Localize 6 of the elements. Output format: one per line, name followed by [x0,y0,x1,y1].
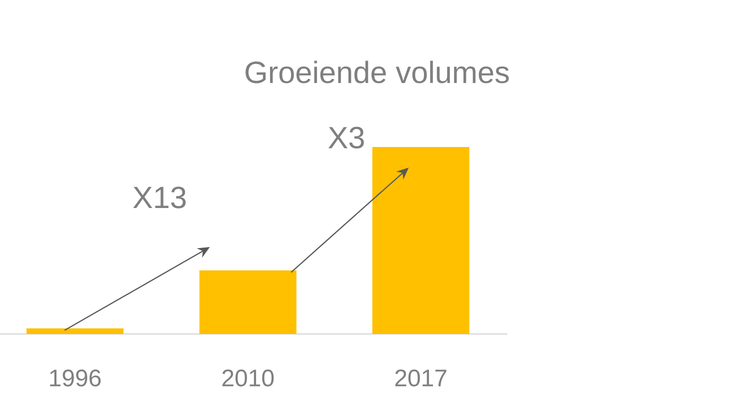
annotation: X13 [133,186,186,208]
x-tick-label: 1996 [50,369,101,386]
x-tick-label: 2017 [395,369,446,386]
x-tick-label: 2010 [222,369,274,386]
annotation: X3 [328,126,364,148]
chart-title: Groeiende volumes [246,60,509,84]
